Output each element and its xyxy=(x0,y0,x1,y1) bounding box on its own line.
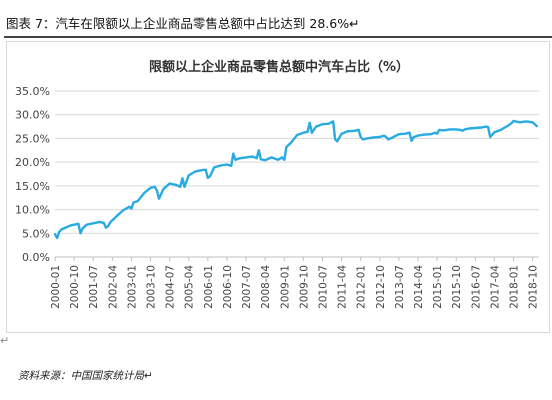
x-tick-label: 2013-07 xyxy=(394,265,406,309)
grid-lines xyxy=(55,90,539,258)
series-layer xyxy=(53,119,539,240)
paragraph-mark: ↵ xyxy=(0,334,10,347)
header-divider xyxy=(4,36,552,38)
y-tick-label: 30.0% xyxy=(15,109,50,122)
x-tick-label: 2018-10 xyxy=(528,265,540,309)
x-tick-label: 2004-07 xyxy=(165,265,177,309)
y-tick-label: 5.0% xyxy=(22,227,50,240)
x-tick-label: 2003-10 xyxy=(146,265,158,309)
figure-caption: 图表 7：汽车在限额以上企业商品零售总额中占比达到 28.6%↵ xyxy=(6,16,360,31)
x-tick-label: 2010-07 xyxy=(317,265,329,309)
x-tick-label: 2002-04 xyxy=(107,265,119,309)
x-tick-label: 2018-01 xyxy=(509,265,521,309)
y-tick-label: 15.0% xyxy=(15,180,50,193)
y-tick-label: 25.0% xyxy=(15,132,50,145)
x-tick-label: 2014-04 xyxy=(413,265,425,309)
y-axis-ticks: 0.0% 5.0% 10.0% 15.0% 20.0% 25.0% 30.0% 35.0% xyxy=(15,85,50,264)
x-tick-label: 2005-04 xyxy=(184,265,196,309)
y-tick-label: 0.0% xyxy=(22,251,50,264)
x-tick-label: 2000-10 xyxy=(69,265,81,309)
x-tick-label: 2016-07 xyxy=(470,265,482,309)
x-tick-label: 2008-04 xyxy=(260,265,272,309)
x-tick-label: 2006-10 xyxy=(222,265,234,309)
source-note: 资料来源：中国国家统计局↵ xyxy=(18,370,153,382)
x-tick-label: 2003-01 xyxy=(126,265,138,309)
x-tick-label: 2012-01 xyxy=(356,265,368,309)
x-tick-label: 2006-01 xyxy=(203,265,215,309)
x-tick-label: 2007-07 xyxy=(241,265,253,309)
x-tick-label: 2015-10 xyxy=(451,265,463,309)
x-tick-label: 2009-01 xyxy=(279,265,291,309)
x-tick-label: 2000-01 xyxy=(50,265,62,309)
figure-header: 图表 7：汽车在限额以上企业商品零售总额中占比达到 28.6%↵ xyxy=(0,0,552,38)
chart-container: 限额以上企业商品零售总额中汽车占比（%） 0.0% 5.0% 10.0% 15.0% 2… xyxy=(6,41,550,333)
x-tick-label: 2009-10 xyxy=(298,265,310,309)
x-tick-label: 2011-04 xyxy=(337,265,349,309)
series-line xyxy=(53,119,539,240)
x-tick-label: 2017-04 xyxy=(489,265,501,309)
line-chart: 0.0% 5.0% 10.0% 15.0% 20.0% 25.0% 30.0% 35.0% 2… xyxy=(15,85,540,309)
y-tick-label: 35.0% xyxy=(15,85,50,98)
x-tick-label: 2001-07 xyxy=(88,265,100,309)
x-tick-label: 2012-10 xyxy=(375,265,387,309)
x-tick-label: 2015-01 xyxy=(432,265,444,309)
y-tick-label: 10.0% xyxy=(15,204,50,217)
y-tick-label: 20.0% xyxy=(15,156,50,169)
x-axis-ticks: 2000-01 2000-10 2001-07 2002-04 2003-01 2003-… xyxy=(50,257,540,309)
chart-title: 限额以上企业商品零售总额中汽车占比（%） xyxy=(148,60,410,75)
